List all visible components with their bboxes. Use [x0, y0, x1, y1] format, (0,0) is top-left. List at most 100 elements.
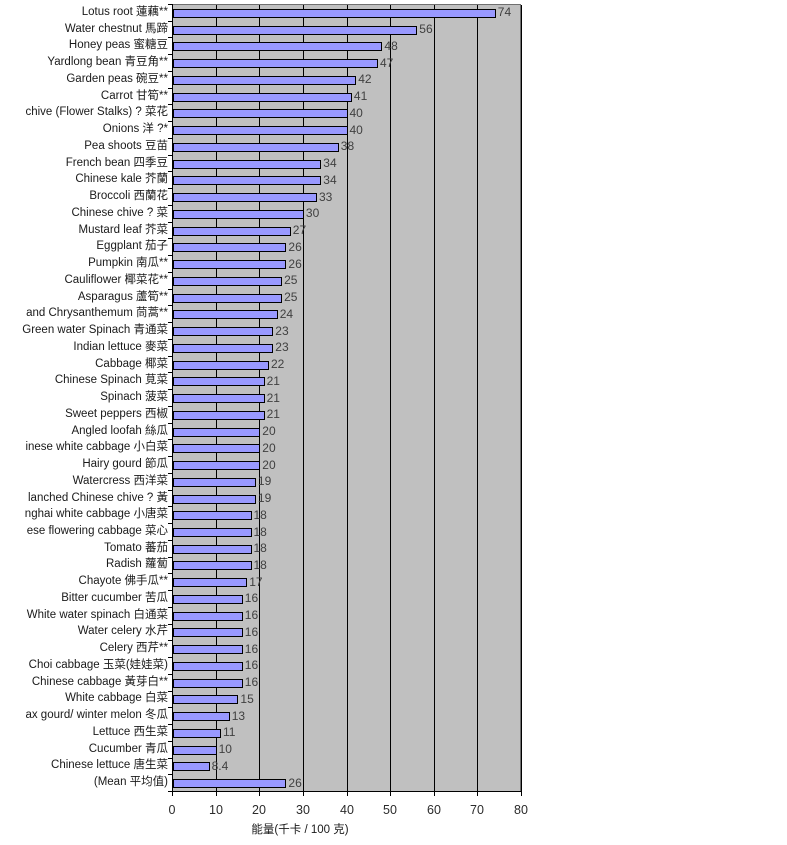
- value-label: 15: [240, 691, 254, 706]
- value-label: 25: [284, 273, 298, 288]
- value-label: 24: [279, 306, 294, 321]
- bar: [173, 762, 210, 772]
- value-axis-tick: [390, 792, 391, 796]
- category-label: Tomato 蕃茄: [104, 541, 168, 554]
- bar: [173, 310, 278, 320]
- value-label: 21: [266, 407, 280, 422]
- category-label: Broccoli 西蘭花: [89, 190, 168, 203]
- category-label: Chinese chive ? 菜: [71, 206, 168, 219]
- bar: [173, 494, 256, 504]
- value-label: 27: [292, 223, 307, 238]
- category-label: Chinese kale 芥蘭: [75, 173, 168, 186]
- x-tick-label: 0: [168, 803, 176, 817]
- category-label: nghai white cabbage 小唐菜: [24, 508, 168, 521]
- value-label: 41: [353, 89, 368, 104]
- x-tick-label: 60: [427, 803, 441, 817]
- category-label: chive (Flower Stalks) ? 菜花: [25, 106, 168, 119]
- bar: [173, 728, 221, 738]
- bar: [173, 594, 243, 604]
- bar: [173, 377, 265, 387]
- value-label: 16: [244, 675, 259, 690]
- value-label: 48: [384, 38, 398, 53]
- category-label: Cabbage 椰菜: [95, 357, 168, 370]
- category-label: Radish 蘿蔔: [106, 558, 168, 571]
- bar: [173, 628, 243, 638]
- category-axis-tick: [168, 573, 173, 574]
- bar: [173, 276, 283, 286]
- category-axis-tick: [168, 255, 173, 256]
- category-axis-tick: [168, 54, 173, 55]
- value-label: 13: [231, 708, 246, 723]
- bar: [173, 427, 261, 437]
- value-label: 21: [266, 390, 280, 405]
- bar: [173, 293, 283, 303]
- value-label: 26: [288, 775, 302, 790]
- bar: [173, 561, 252, 571]
- category-label: Indian lettuce 麥菜: [73, 340, 168, 353]
- category-label: and Chrysanthemum 茼蒿**: [26, 307, 168, 320]
- bar: [173, 92, 352, 102]
- category-axis-tick: [168, 406, 173, 407]
- category-axis-tick: [168, 238, 173, 239]
- category-axis-tick: [168, 71, 173, 72]
- value-axis-tick: [477, 792, 478, 796]
- bar: [173, 327, 274, 336]
- x-tick-label: 20: [252, 803, 266, 817]
- category-axis-tick: [168, 272, 173, 273]
- category-axis-tick: [168, 707, 173, 708]
- bar: [173, 109, 348, 119]
- bar: [173, 360, 269, 370]
- category-axis-tick: [168, 490, 173, 491]
- category-axis-tick: [168, 774, 173, 775]
- value-label: 11: [223, 725, 236, 740]
- category-axis-tick: [168, 439, 173, 440]
- bar: [173, 126, 348, 136]
- category-label: Lettuce 西生菜: [92, 725, 168, 738]
- category-axis-tick: [168, 121, 173, 122]
- value-label: 16: [244, 608, 259, 623]
- category-axis-tick: [168, 322, 173, 323]
- category-label: Chinese Spinach 莧菜: [54, 374, 168, 387]
- value-label: 56: [419, 22, 433, 37]
- category-label: Watercress 西洋菜: [72, 474, 168, 487]
- bar: [173, 75, 357, 85]
- category-label: Chinese cabbage 黃芽白**: [31, 675, 168, 688]
- category-axis-tick: [168, 741, 173, 742]
- category-axis-tick: [168, 389, 173, 390]
- category-label: Onions 洋 ?*: [102, 123, 168, 136]
- category-label: inese white cabbage 小白菜: [25, 441, 168, 454]
- value-label: 42: [358, 72, 372, 87]
- category-label: Pea shoots 豆苗: [84, 139, 168, 152]
- value-label: 21: [266, 373, 280, 388]
- x-tick-label: 80: [514, 803, 528, 817]
- x-tick-label: 40: [340, 803, 354, 817]
- category-axis-tick: [168, 205, 173, 206]
- bar: [173, 260, 287, 269]
- category-label: Honey peas 蜜糖豆: [68, 39, 168, 52]
- category-label: Pumpkin 南瓜**: [88, 257, 168, 269]
- x-tick-label: 30: [296, 803, 310, 817]
- value-label: 26: [288, 256, 302, 271]
- bar: [173, 8, 496, 18]
- category-label: Chinese lettuce 唐生菜: [51, 759, 168, 772]
- gridline: [390, 5, 391, 791]
- bar: [173, 59, 378, 69]
- value-label: 40: [349, 122, 363, 137]
- x-tick-label: 10: [209, 803, 223, 817]
- category-axis-tick: [168, 155, 173, 156]
- category-axis-tick: [168, 222, 173, 223]
- value-label: 34: [323, 156, 337, 171]
- bar: [173, 444, 261, 454]
- value-label: 47: [380, 55, 394, 70]
- category-label: Spinach 菠菜: [100, 391, 168, 403]
- category-label: French bean 四季豆: [65, 156, 168, 169]
- gridline: [477, 5, 478, 791]
- category-label: Cauliflower 椰菜花**: [64, 273, 168, 286]
- category-label: Choi cabbage 玉菜(娃娃菜): [28, 658, 168, 671]
- bar: [173, 343, 274, 353]
- value-axis-tick: [521, 792, 522, 796]
- category-label: Water chestnut 馬蹄: [64, 22, 168, 35]
- x-tick-label: 50: [383, 803, 397, 817]
- value-label: 10: [218, 742, 232, 757]
